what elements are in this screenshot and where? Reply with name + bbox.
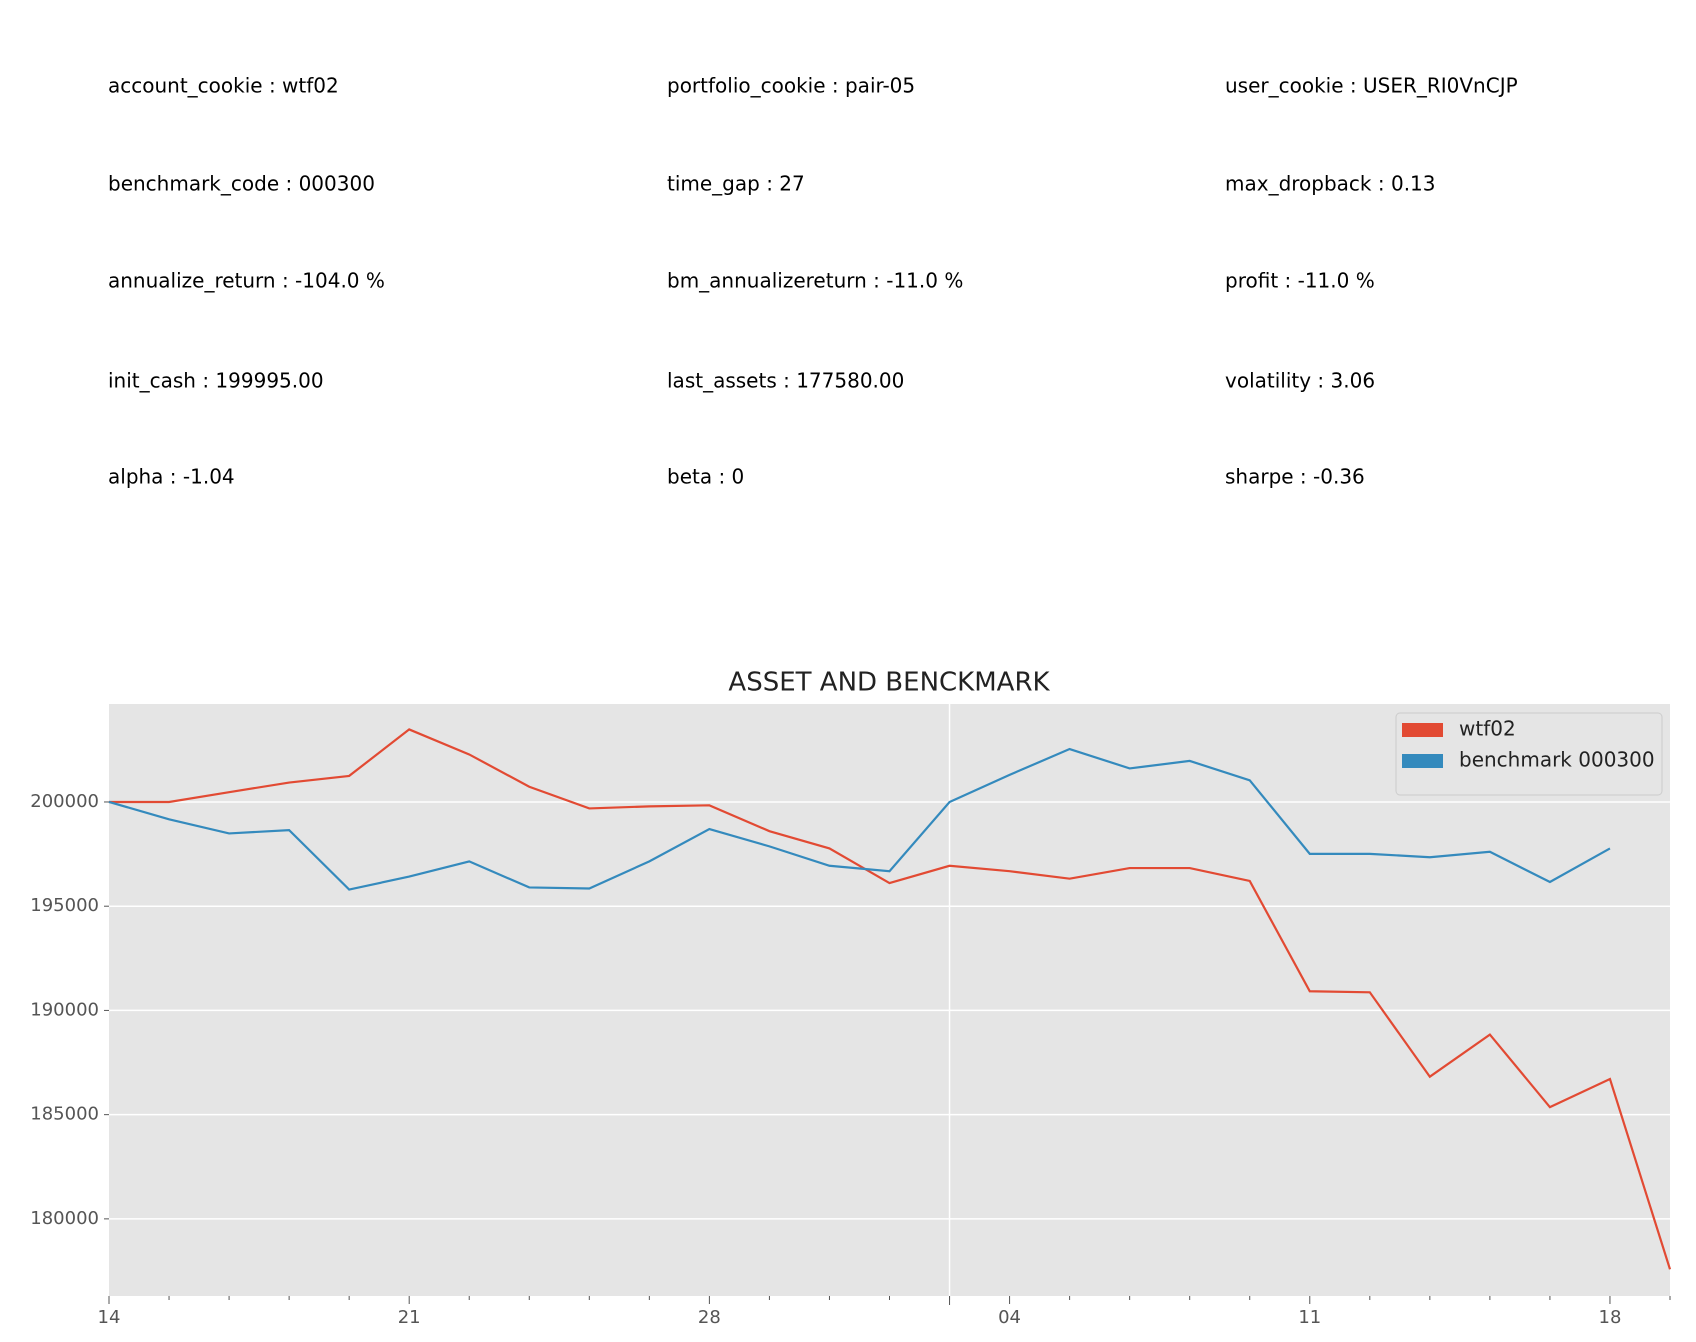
stat-text: portfolio_cookie : pair-05	[667, 74, 915, 98]
y-tick-label: 185000	[30, 1104, 99, 1125]
stat-text: annualize_return : -104.0 %	[108, 269, 385, 293]
legend-label: wtf02	[1459, 717, 1516, 741]
legend-box	[1395, 712, 1663, 796]
stat-text: max_dropback : 0.13	[1225, 172, 1436, 196]
x-tick-label: 11	[1298, 1307, 1321, 1328]
series-line	[109, 728, 1672, 1270]
y-tick-label: 190000	[30, 999, 99, 1020]
stat-text: sharpe : -0.36	[1225, 465, 1365, 489]
stat-text: benchmark_code : 000300	[108, 172, 375, 196]
y-tick-label: 180000	[30, 1208, 99, 1229]
chart-title: ASSET AND BENCKMARK	[728, 668, 1050, 698]
y-tick-label: 195000	[30, 895, 99, 916]
legend-swatch	[1402, 723, 1443, 737]
series-line	[108, 747, 1611, 891]
x-tick-label: 21	[398, 1307, 421, 1328]
stat-text: beta : 0	[667, 465, 744, 489]
x-tick-label: 18	[1599, 1307, 1622, 1328]
stat-text: profit : -11.0 %	[1225, 269, 1375, 293]
stat-text: alpha : -1.04	[108, 465, 235, 489]
stat-text: last_assets : 177580.00	[667, 369, 904, 393]
stat-text: account_cookie : wtf02	[108, 74, 339, 98]
y-tick-label: 200000	[30, 791, 99, 812]
stat-text: user_cookie : USER_RI0VnCJP	[1225, 74, 1518, 98]
legend-swatch	[1402, 754, 1443, 768]
x-tick-label: 14	[98, 1307, 121, 1328]
stat-text: volatility : 3.06	[1225, 369, 1375, 393]
x-tick-label: 04	[998, 1307, 1021, 1328]
stat-text: init_cash : 199995.00	[108, 369, 324, 393]
stat-text: bm_annualizereturn : -11.0 %	[667, 269, 963, 293]
stat-text: time_gap : 27	[667, 172, 805, 196]
legend-label: benchmark 000300	[1459, 748, 1655, 772]
x-tick-label: 28	[698, 1307, 721, 1328]
